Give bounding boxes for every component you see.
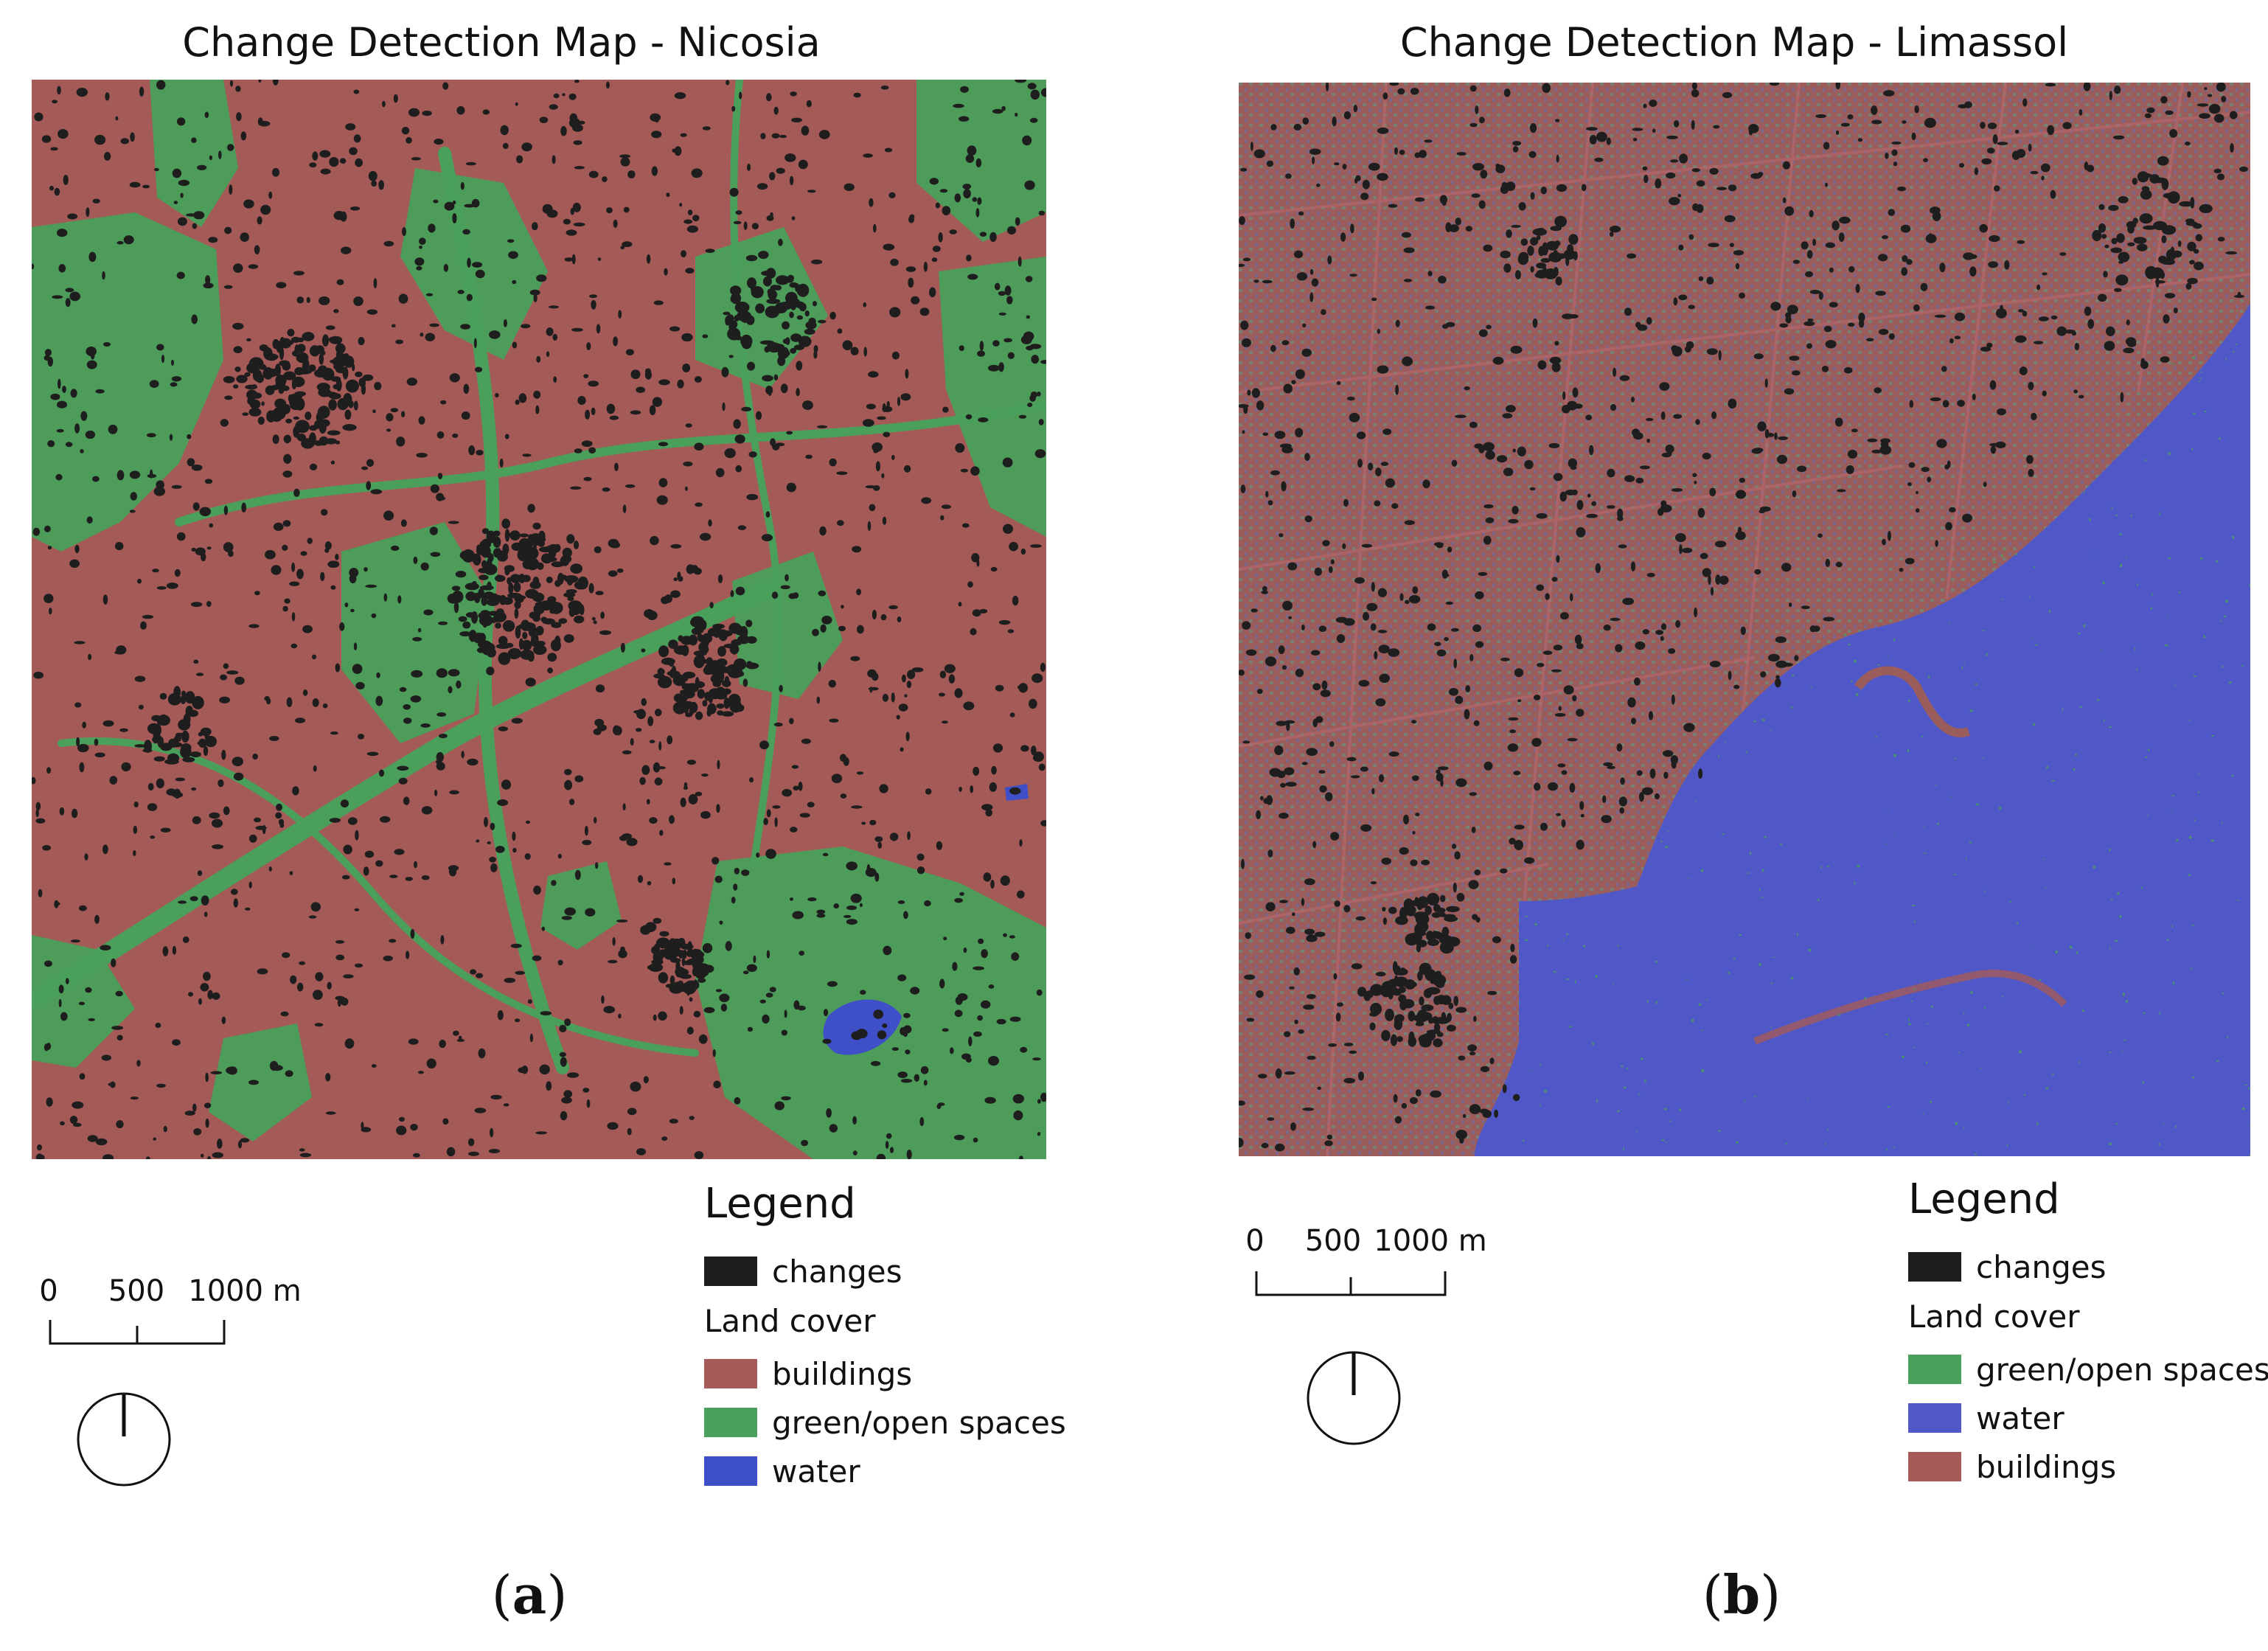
legend-label: water bbox=[772, 1453, 860, 1490]
scale-tick-0: 0 bbox=[39, 1274, 58, 1308]
scale-line-nicosia bbox=[49, 1320, 226, 1345]
swatch-changes bbox=[704, 1257, 757, 1286]
legend-item-buildings: buildings bbox=[704, 1349, 1066, 1398]
north-arrow-icon bbox=[75, 1391, 173, 1491]
scale-bar-limassol: 0 500 1000 m bbox=[1239, 1224, 1487, 1313]
scale-tick-0: 0 bbox=[1245, 1224, 1265, 1258]
swatch-green bbox=[704, 1408, 757, 1437]
panel-limassol: Change Detection Map - Limassol bbox=[1217, 0, 2268, 1651]
legend-item-green-open-spaces: green/open spaces bbox=[704, 1398, 1066, 1447]
legend-item-buildings: buildings bbox=[1908, 1442, 2268, 1491]
legend-item-changes: changes bbox=[704, 1247, 1066, 1296]
legend-label: buildings bbox=[772, 1355, 913, 1392]
map-canvas-nicosia bbox=[32, 80, 1046, 1159]
scale-tick-1000: 1000 m bbox=[1374, 1224, 1487, 1258]
legend-item-water: water bbox=[1908, 1394, 2268, 1442]
legend-title: Legend bbox=[1908, 1175, 2060, 1223]
swatch-green bbox=[1908, 1355, 1961, 1384]
panel-label-a: (a) bbox=[491, 1563, 568, 1626]
swatch-water bbox=[1908, 1403, 1961, 1433]
map-canvas-limassol bbox=[1239, 83, 2250, 1156]
north-arrow-icon bbox=[1305, 1349, 1402, 1450]
scale-tick-500: 500 bbox=[1304, 1224, 1362, 1258]
scale-tick-500: 500 bbox=[108, 1274, 165, 1308]
map-title-limassol: Change Detection Map - Limassol bbox=[1399, 19, 2069, 66]
legend-label: changes bbox=[1976, 1248, 2107, 1285]
legend-nicosia: Legend changes Land cover buildings gree… bbox=[704, 1180, 1066, 1495]
panel-label-b: (b) bbox=[1702, 1563, 1781, 1626]
legend-label: changes bbox=[772, 1253, 902, 1290]
map-nicosia[interactable] bbox=[32, 80, 1046, 1159]
legend-item-changes: changes bbox=[1908, 1242, 2268, 1291]
legend-label: green/open spaces bbox=[772, 1404, 1066, 1441]
map-limassol[interactable] bbox=[1239, 83, 2250, 1156]
map-title-nicosia: Change Detection Map - Nicosia bbox=[182, 19, 821, 66]
scale-tick-1000: 1000 m bbox=[188, 1274, 302, 1308]
scale-bar-nicosia: 0 500 1000 m bbox=[37, 1274, 302, 1363]
swatch-buildings bbox=[1908, 1452, 1961, 1481]
legend-subtitle-land-cover: Land cover bbox=[704, 1303, 876, 1339]
panel-nicosia: Change Detection Map - Nicosia bbox=[0, 0, 1121, 1651]
legend-limassol: Legend changes Land cover green/open spa… bbox=[1908, 1175, 2268, 1491]
legend-label: green/open spaces bbox=[1976, 1351, 2268, 1388]
scale-line-limassol bbox=[1255, 1271, 1447, 1296]
legend-title: Legend bbox=[704, 1180, 856, 1228]
legend-item-green-open-spaces: green/open spaces bbox=[1908, 1345, 2268, 1394]
legend-label: buildings bbox=[1976, 1448, 2117, 1485]
swatch-water bbox=[704, 1456, 757, 1486]
swatch-changes bbox=[1908, 1252, 1961, 1282]
legend-item-water: water bbox=[704, 1447, 1066, 1495]
swatch-buildings bbox=[704, 1359, 757, 1388]
legend-label: water bbox=[1976, 1400, 2064, 1436]
legend-subtitle-land-cover: Land cover bbox=[1908, 1299, 2080, 1335]
